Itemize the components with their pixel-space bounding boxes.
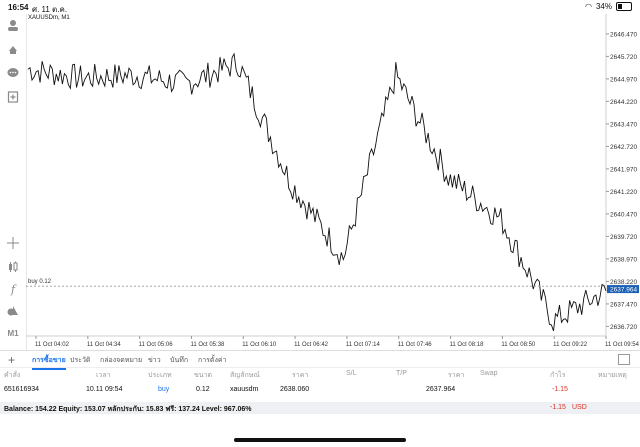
tab-history[interactable]: ประวัติ bbox=[70, 357, 91, 364]
time-tick-label: 11 Oct 04:34 bbox=[87, 342, 122, 348]
row-time: 10.11 09:54 bbox=[86, 386, 123, 393]
header-type: ประเภท bbox=[148, 372, 172, 379]
battery-percent: 34% bbox=[595, 2, 612, 11]
current-price-label: 2637.964 bbox=[610, 287, 637, 294]
time-tick-label: 11 Oct 09:22 bbox=[553, 342, 588, 348]
position-label: buy 0.12 bbox=[28, 279, 52, 285]
status-date: ศ. 11 ต.ค. bbox=[32, 5, 68, 14]
time-tick-label: 11 Oct 07:46 bbox=[398, 342, 433, 348]
row-profit: -1.15 bbox=[552, 386, 568, 393]
bottom-tabs: + การซื้อขาย ประวัติ กล่องจดหมาย ข่าว บั… bbox=[0, 350, 640, 370]
current-price-box bbox=[607, 285, 639, 294]
tab-trade[interactable]: การซื้อขาย bbox=[32, 357, 66, 370]
crosshair-icon[interactable] bbox=[6, 236, 20, 250]
header-symbol: สัญลักษณ์ bbox=[230, 372, 260, 379]
price-tick-label: 2644.970 bbox=[610, 76, 637, 83]
chart-svg[interactable]: 2646.470 2645.720 2644.970 2644.220 2643.470… bbox=[26, 14, 640, 350]
header-tp: T/P bbox=[396, 370, 407, 377]
tab-mailbox[interactable]: กล่องจดหมาย bbox=[100, 357, 143, 364]
add-icon[interactable]: + bbox=[8, 353, 16, 367]
price-tick-label: 2643.470 bbox=[610, 121, 637, 128]
account-icon[interactable] bbox=[6, 18, 20, 32]
time-tick-label: 11 Oct 08:50 bbox=[501, 342, 536, 348]
table-header: คำสั่ง เวลา ประเภท ขนาด สัญลักษณ์ ราคา S… bbox=[0, 370, 640, 382]
header-order: คำสั่ง bbox=[4, 372, 21, 379]
new-order-icon[interactable] bbox=[6, 90, 20, 104]
header-size: ขนาด bbox=[194, 372, 213, 379]
time-tick-label: 11 Oct 09:54 bbox=[605, 342, 640, 348]
row-current-price: 2637.964 bbox=[426, 386, 456, 393]
price-tick-label: 2641.970 bbox=[610, 166, 637, 173]
battery-icon bbox=[616, 2, 632, 11]
price-chart[interactable]: 2646.470 2645.720 2644.970 2644.220 2643.470… bbox=[26, 14, 640, 350]
home-indicator[interactable] bbox=[234, 438, 406, 442]
price-tick-label: 2644.220 bbox=[610, 99, 637, 106]
header-current-price: ราคา bbox=[448, 372, 465, 379]
header-sl: S/L bbox=[346, 370, 357, 377]
time-tick-label: 11 Oct 05:38 bbox=[190, 342, 225, 348]
panel-toggle-icon[interactable] bbox=[618, 354, 630, 365]
price-tick-label: 2639.720 bbox=[610, 234, 637, 241]
time-tick-label: 11 Oct 06:10 bbox=[242, 342, 277, 348]
time-tick-label: 11 Oct 08:18 bbox=[450, 342, 485, 348]
price-tick-label: 2638.970 bbox=[610, 256, 637, 263]
row-type: buy bbox=[158, 386, 170, 393]
indicators-icon[interactable]: f bbox=[10, 282, 16, 296]
tab-journal[interactable]: บันทึก bbox=[170, 357, 189, 364]
price-tick-label: 2642.720 bbox=[610, 144, 637, 151]
header-time: เวลา bbox=[96, 372, 111, 379]
balance-bar: Balance: 154.22 Equity: 153.07 หลักประกั… bbox=[0, 402, 640, 414]
timeframe-button[interactable]: M1 bbox=[7, 328, 19, 338]
tab-news[interactable]: ข่าว bbox=[148, 357, 161, 364]
tab-settings[interactable]: การตั้งค่า bbox=[198, 357, 227, 364]
header-comment: หมายเหตุ bbox=[598, 372, 627, 379]
price-tick-label: 2637.470 bbox=[610, 301, 637, 308]
header-swap: Swap bbox=[480, 370, 498, 377]
price-tick-label: 2646.470 bbox=[610, 31, 637, 38]
time-tick-label: 11 Oct 05:06 bbox=[139, 342, 174, 348]
price-tick-label: 2640.470 bbox=[610, 211, 637, 218]
chart-symbol-label: XAUUSDm, M1 bbox=[28, 15, 70, 21]
status-time: 16:54 bbox=[8, 3, 29, 12]
total-profit: -1.15 bbox=[550, 404, 566, 411]
table-row[interactable]: 651616934 10.11 09:54 buy 0.12 xauusdm 2… bbox=[0, 386, 640, 398]
time-tick-label: 11 Oct 04:02 bbox=[35, 342, 70, 348]
time-tick-label: 11 Oct 06:42 bbox=[294, 342, 329, 348]
balance-summary: Balance: 154.22 Equity: 153.07 หลักประกั… bbox=[4, 406, 252, 413]
header-price: ราคา bbox=[292, 372, 309, 379]
chart-type-icon[interactable] bbox=[6, 260, 20, 274]
price-tick-label: 2636.720 bbox=[610, 324, 637, 331]
profit-currency: USD bbox=[572, 404, 587, 411]
row-size: 0.12 bbox=[196, 386, 210, 393]
time-tick-label: 11 Oct 07:14 bbox=[346, 342, 381, 348]
price-tick-label: 2638.220 bbox=[610, 279, 637, 286]
chat-icon[interactable] bbox=[6, 66, 20, 80]
row-symbol: xauusdm bbox=[230, 386, 259, 393]
price-tick-label: 2645.720 bbox=[610, 54, 637, 61]
price-line bbox=[27, 52, 607, 332]
quotes-icon[interactable] bbox=[6, 42, 20, 56]
status-bar: 16:54 ศ. 11 ต.ค. ◠ 34% bbox=[0, 0, 640, 14]
wifi-icon: ◠ bbox=[585, 2, 592, 11]
price-tick-label: 2641.220 bbox=[610, 189, 637, 196]
objects-icon[interactable] bbox=[6, 304, 20, 318]
row-order: 651616934 bbox=[4, 386, 40, 393]
header-profit: กำไร bbox=[550, 372, 566, 379]
status-right: ◠ 34% bbox=[585, 2, 632, 11]
row-price: 2638.060 bbox=[280, 386, 310, 393]
left-toolbar: f M1 bbox=[0, 14, 27, 350]
